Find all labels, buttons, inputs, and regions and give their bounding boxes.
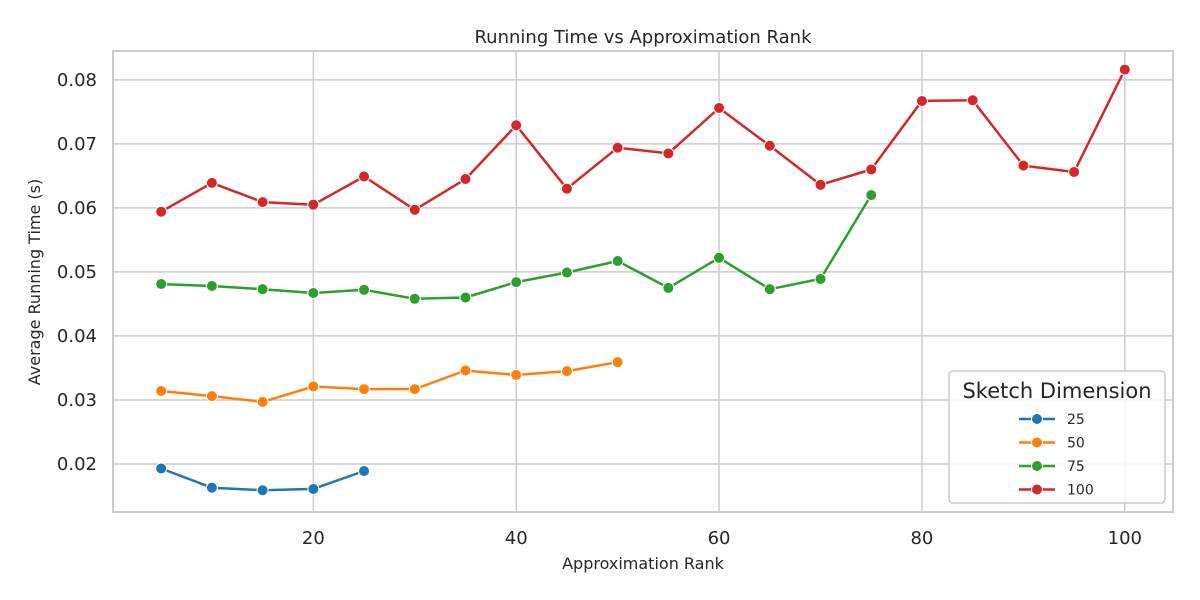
data-point — [307, 287, 320, 300]
legend-item-50: 50 — [1019, 436, 1085, 452]
data-point — [713, 101, 726, 114]
data-point — [814, 272, 827, 285]
y-tick-label: 0.07 — [57, 134, 97, 155]
data-point — [611, 141, 624, 154]
legend: Sketch Dimension 25 50 75 100 — [948, 370, 1166, 504]
data-point — [256, 484, 269, 497]
data-point — [560, 365, 573, 378]
data-point — [865, 163, 878, 176]
data-point — [205, 176, 218, 189]
data-point — [560, 266, 573, 279]
legend-label: 75 — [1067, 459, 1085, 475]
series-75 — [155, 189, 878, 305]
data-point — [459, 173, 472, 186]
data-point — [459, 364, 472, 377]
legend-item-25: 25 — [1019, 412, 1085, 428]
data-point — [713, 251, 726, 264]
x-tick-label: 60 — [708, 528, 731, 549]
data-point — [662, 147, 675, 160]
data-point — [611, 255, 624, 268]
x-tick-label: 20 — [302, 528, 325, 549]
data-point — [155, 462, 168, 475]
data-point — [408, 203, 421, 216]
data-point — [662, 281, 675, 294]
data-point — [510, 119, 523, 132]
data-point — [611, 356, 624, 369]
data-point — [408, 383, 421, 396]
y-tick-label: 0.05 — [57, 262, 97, 283]
x-tick-label: 100 — [1108, 528, 1142, 549]
series-group — [155, 63, 1131, 497]
series-line-100 — [160, 69, 1126, 213]
x-tick-label: 40 — [505, 528, 528, 549]
data-point — [1068, 166, 1081, 179]
y-axis-label: Average Running Time (s) — [25, 179, 44, 386]
data-point — [307, 482, 320, 495]
data-point — [1118, 63, 1131, 76]
data-point — [256, 283, 269, 296]
data-point — [155, 205, 168, 218]
data-point — [510, 276, 523, 289]
x-axis-ticks: 20 40 60 80 100 — [302, 528, 1142, 549]
series-50 — [155, 356, 624, 408]
data-point — [814, 178, 827, 191]
legend-swatch-marker — [1031, 436, 1043, 449]
legend-swatch-marker — [1031, 460, 1043, 472]
x-axis-label: Approximation Rank — [562, 554, 725, 573]
data-point — [205, 279, 218, 292]
legend-label: 50 — [1067, 436, 1085, 452]
legend-item-75: 75 — [1019, 459, 1085, 475]
chart-title: Running Time vs Approximation Rank — [474, 27, 812, 48]
data-point — [459, 291, 472, 304]
data-point — [510, 368, 523, 381]
y-axis-ticks: 0.02 0.03 0.04 0.05 0.06 0.07 0.08 — [57, 70, 97, 475]
legend-label: 100 — [1067, 483, 1094, 499]
legend-item-100: 100 — [1019, 483, 1094, 499]
data-point — [966, 94, 979, 107]
plot-frame — [112, 50, 1174, 513]
data-point — [865, 189, 878, 202]
series-line-50 — [161, 360, 618, 404]
y-tick-label: 0.08 — [57, 70, 97, 91]
data-point — [763, 139, 776, 152]
data-point — [155, 278, 168, 291]
data-point — [205, 481, 218, 494]
data-point — [560, 182, 573, 195]
data-point — [307, 380, 320, 393]
series-25 — [155, 462, 371, 497]
legend-swatch-marker — [1031, 413, 1043, 425]
y-tick-label: 0.04 — [57, 326, 97, 347]
data-point — [763, 283, 776, 296]
data-point — [307, 198, 320, 211]
data-point — [1017, 159, 1030, 172]
data-point — [358, 170, 371, 183]
data-point — [155, 384, 168, 397]
grid — [113, 51, 1173, 512]
legend-items: 25 50 75 100 — [1019, 412, 1094, 499]
series-100 — [155, 63, 1131, 218]
data-point — [358, 465, 371, 478]
legend-title: Sketch Dimension — [962, 379, 1151, 403]
data-point — [358, 383, 371, 396]
legend-swatch-marker — [1031, 483, 1043, 496]
data-point — [915, 94, 928, 107]
y-tick-label: 0.03 — [57, 390, 97, 411]
data-point — [205, 390, 218, 403]
data-point — [408, 292, 421, 305]
data-point — [256, 196, 269, 209]
legend-box — [948, 370, 1166, 504]
x-tick-label: 80 — [910, 528, 933, 549]
legend-label: 25 — [1067, 412, 1085, 428]
y-tick-label: 0.06 — [57, 198, 97, 219]
data-point — [358, 283, 371, 296]
y-tick-label: 0.02 — [57, 454, 97, 475]
data-point — [256, 395, 269, 408]
